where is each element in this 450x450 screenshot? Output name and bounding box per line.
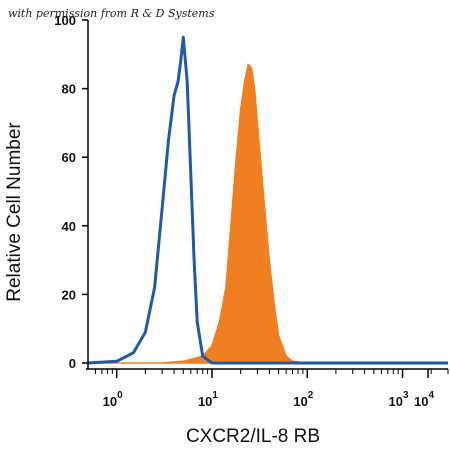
series-0-outline-histogram xyxy=(87,35,448,365)
watermark-text: with permission from R & D Systems xyxy=(8,7,215,20)
y-tick-label-80: 80 xyxy=(62,82,76,97)
y-tick-label-60: 60 xyxy=(62,150,76,165)
x-tick-label-10000: 104 xyxy=(414,390,434,409)
y-tick-label-100: 100 xyxy=(54,13,76,28)
y-tick-label-40: 40 xyxy=(62,219,76,234)
series-1-filled-histogram xyxy=(88,63,448,364)
y-axis-title: Relative Cell Number xyxy=(4,122,25,302)
x-axis-title: CXCR2/IL-8 RB xyxy=(186,426,320,447)
x-tick-label-1: 100 xyxy=(103,390,123,409)
x-tick-label-10: 101 xyxy=(198,390,218,409)
x-tick-label-1000: 103 xyxy=(389,390,409,409)
x-tick-label-100: 102 xyxy=(293,390,313,409)
y-tick-label-0: 0 xyxy=(69,356,76,371)
y-tick-label-20: 20 xyxy=(62,287,76,302)
